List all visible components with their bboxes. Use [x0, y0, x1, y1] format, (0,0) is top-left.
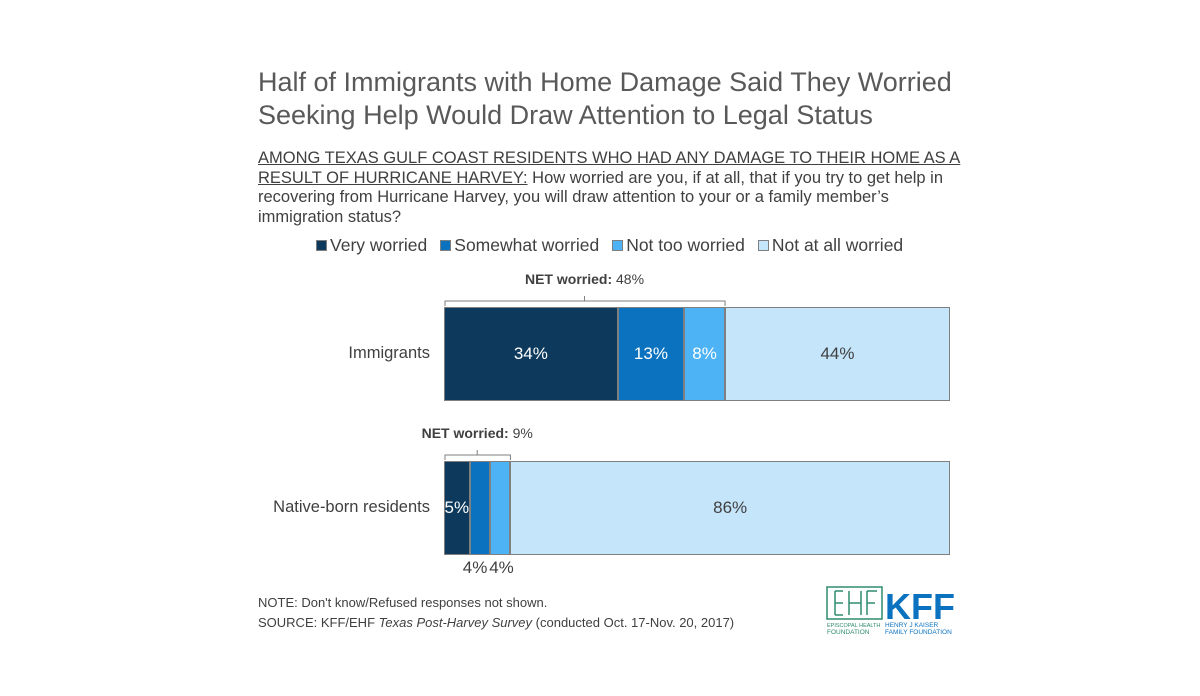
data-label: 86% — [713, 498, 748, 517]
data-label: 13% — [633, 344, 668, 363]
category-label: Immigrants — [348, 344, 430, 362]
kff-logo: KFF — [885, 586, 955, 627]
legend-swatch — [316, 240, 327, 251]
legend-label: Not too worried — [626, 235, 745, 255]
source-survey: Texas Post-Harvey Survey — [378, 615, 533, 630]
bar-segment: 8% — [684, 307, 726, 401]
data-label: 34% — [513, 344, 548, 363]
source-suffix: (conducted Oct. 17-Nov. 20, 2017) — [532, 615, 735, 630]
chart-title: Half of Immigrants with Home Damage Said… — [258, 67, 952, 130]
source-text: SOURCE: KFF/EHF Texas Post-Harvey Survey… — [258, 613, 734, 633]
bar-segment: 13% — [617, 307, 685, 401]
data-label: 8% — [692, 344, 717, 363]
data-label: 4% — [462, 558, 488, 577]
note-text: NOTE: Don't know/Refused responses not s… — [258, 595, 548, 610]
legend-item: Very worried — [316, 235, 427, 256]
legend-swatch — [440, 240, 452, 251]
legend-item: Not too worried — [612, 235, 745, 256]
net-value: 48% — [612, 271, 645, 287]
bar-segment: 44% — [725, 307, 950, 401]
ehf-sub1: EPISCOPAL HEALTH — [827, 623, 880, 629]
net-label: NET worried: — [524, 271, 613, 287]
legend-label: Not at all worried — [771, 235, 904, 255]
bar-segment — [489, 461, 511, 555]
legend-swatch — [757, 240, 769, 251]
legend-item: Not at all worried — [757, 235, 904, 256]
chart-subtitle: AMONG TEXAS GULF COAST RESIDENTS WHO HAD… — [258, 149, 978, 227]
legend-item: Somewhat worried — [440, 235, 599, 256]
source-prefix: SOURCE: KFF/EHF — [258, 615, 379, 630]
legend: Very worried Somewhat worried Not too worr… — [316, 235, 903, 256]
category-label: Native-born residents — [273, 498, 430, 516]
bar-segment — [469, 461, 490, 555]
subtitle-population: AMONG TEXAS GULF COAST RESIDENTS WHO HAD… — [258, 149, 961, 187]
kff-sub2: FAMILY FOUNDATION — [885, 629, 952, 636]
kff-sub1: HENRY J KAISER — [885, 622, 939, 629]
bar-segment: 34% — [444, 307, 618, 401]
bar-segment: 5% — [444, 461, 470, 555]
subtitle-question: How worried are you, if at all, that if … — [258, 168, 944, 226]
net-worried-label: NET worried: 9% — [417, 425, 537, 441]
net-label: NET worried: — [421, 425, 509, 441]
net-bracket — [444, 450, 511, 460]
data-label: 44% — [820, 344, 855, 363]
data-label: 4% — [489, 558, 514, 577]
data-label: 5% — [444, 498, 470, 517]
ehf-logo — [826, 586, 883, 620]
net-value: 9% — [508, 425, 533, 441]
logos: EPISCOPAL HEALTH FOUNDATION KFF HENRY J … — [826, 586, 955, 636]
net-bracket — [444, 296, 726, 306]
ehf-sub2: FOUNDATION — [827, 629, 870, 636]
legend-swatch — [612, 240, 624, 251]
bar-segment: 86% — [510, 461, 950, 555]
legend-label: Very worried — [330, 235, 428, 255]
footer-notes: NOTE: Don't know/Refused responses not s… — [258, 593, 734, 633]
net-worried-label: NET worried: 48% — [525, 271, 645, 287]
legend-label: Somewhat worried — [454, 235, 600, 255]
